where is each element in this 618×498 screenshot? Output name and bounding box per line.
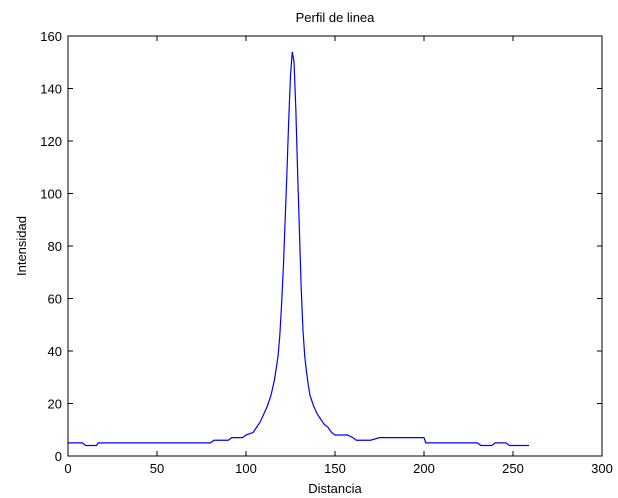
x-tick-label: 250 <box>502 461 524 476</box>
y-tick-label: 60 <box>48 292 62 307</box>
intensity-profile-line <box>68 51 530 447</box>
x-tick-label: 100 <box>235 461 257 476</box>
chart-title: Perfil de linea <box>296 10 376 25</box>
y-axis-title: Intensidad <box>14 216 29 276</box>
y-tick-label: 100 <box>40 187 62 202</box>
x-tick-label: 50 <box>150 461 164 476</box>
x-tick-label: 300 <box>591 461 613 476</box>
plot-frame <box>67 35 603 457</box>
x-tick-label: 0 <box>64 461 71 476</box>
y-tick-label: 20 <box>48 397 62 412</box>
y-tick-label: 160 <box>40 29 62 44</box>
x-axis-title: Distancia <box>308 481 362 496</box>
y-tick-label: 0 <box>55 449 62 464</box>
ticks-layer: 0 50 100 150 200 250 300 0 20 40 60 80 100 120 140 160 <box>40 29 613 476</box>
y-tick-label: 40 <box>48 344 62 359</box>
y-tick-label: 120 <box>40 134 62 149</box>
y-tick-label: 80 <box>48 239 62 254</box>
y-tick-label: 140 <box>40 82 62 97</box>
x-tick-label: 150 <box>324 461 346 476</box>
x-tick-label: 200 <box>413 461 435 476</box>
plot-area <box>68 36 602 456</box>
